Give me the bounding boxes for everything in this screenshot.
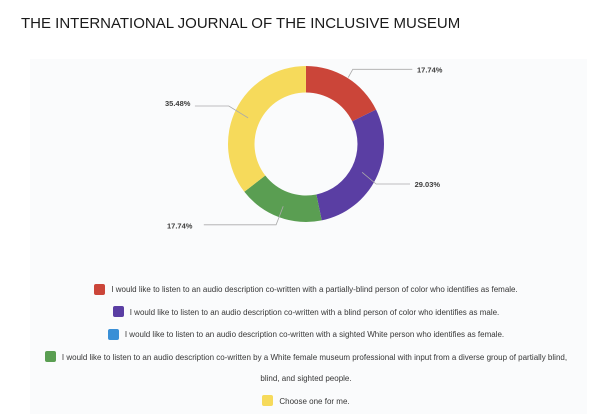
svg-text:17.74%: 17.74% [417,66,443,75]
svg-text:29.03%: 29.03% [415,180,441,189]
svg-text:35.48%: 35.48% [165,99,191,108]
svg-text:17.74%: 17.74% [167,222,193,231]
